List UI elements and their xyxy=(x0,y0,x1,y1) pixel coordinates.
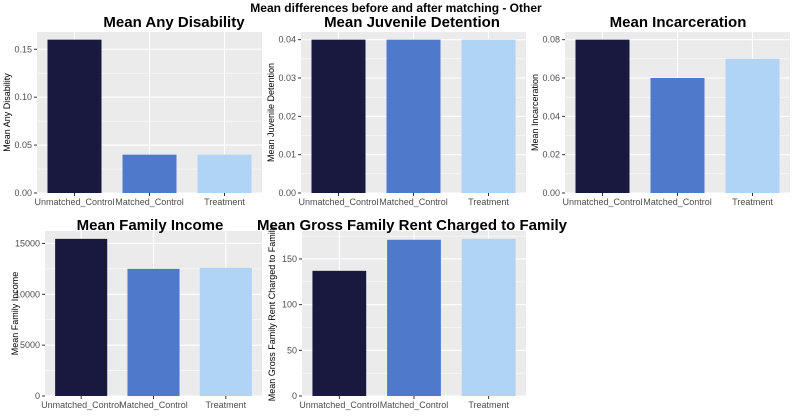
bar-matched-control xyxy=(650,78,705,193)
y-tick-label: 0.00 xyxy=(278,188,296,198)
chart-panel-4: 0 5000 10000 15000 Unmatched_ControlMatched_… xyxy=(10,217,262,410)
x-tick-label: Treatment xyxy=(468,400,509,410)
x-tick-label: Unmatched_Control xyxy=(34,197,114,207)
y-tick-label: 100 xyxy=(282,300,297,310)
x-tick-label: Matched_Control xyxy=(379,197,448,207)
x-tick-label: Unmatched_Control xyxy=(562,197,642,207)
chart-title: Mean Family Income xyxy=(77,217,224,234)
chart-panel-5: 0 50 100 150 Unmatched_Control Matched_Contro… xyxy=(257,217,568,410)
bar-treatment xyxy=(199,267,252,396)
x-tick-label: Unmatched_Control xyxy=(41,400,121,410)
y-tick-label: 0.02 xyxy=(278,111,296,121)
chart-title: Mean Gross Family Rent Charged to Family xyxy=(257,217,568,234)
bar-matched-control xyxy=(127,268,180,396)
bar-unmatched-control xyxy=(312,270,367,396)
bar-unmatched-control xyxy=(311,39,366,193)
y-tick-label: 0.02 xyxy=(542,150,560,160)
y-tick-label: 0 xyxy=(35,391,40,401)
bar-matched-control xyxy=(386,39,441,193)
chart-title: Mean Juvenile Detention xyxy=(324,14,500,31)
bar-treatment xyxy=(461,39,516,193)
y-tick-label: 50 xyxy=(287,345,297,355)
bar-unmatched-control xyxy=(55,238,108,396)
x-tick-label: Treatment xyxy=(205,400,246,410)
y-tick-label: 0.00 xyxy=(14,188,32,198)
x-tick-label: Matched_Control xyxy=(643,197,712,207)
chart-panel-2: 0.00 0.01 0.02 0.03 0.04 Unmatched_Control Mat… xyxy=(266,14,526,207)
bar-unmatched-control xyxy=(575,39,630,193)
bar-treatment xyxy=(725,58,780,194)
y-tick-label: 0.00 xyxy=(542,188,560,198)
x-tick-label: Unmatched_Control xyxy=(298,197,378,207)
y-tick-label: 0.05 xyxy=(14,140,32,150)
y-tick-label: 0 xyxy=(292,391,297,401)
y-tick-label: 0.04 xyxy=(278,35,296,45)
y-axis-label: Mean Juvenile Detention xyxy=(266,63,276,162)
y-axis-label: Mean Gross Family Rent Charged to Family xyxy=(267,225,277,401)
chart-panel-1: 0.00 0.05 0.10 0.15 Unmatched_Control Matched… xyxy=(2,14,262,207)
y-tick-label: 10000 xyxy=(15,289,40,299)
y-axis-label: Mean Family Income xyxy=(10,272,20,356)
y-tick-label: 0.03 xyxy=(278,73,296,83)
y-tick-label: 0.15 xyxy=(14,44,32,54)
y-tick-label: 0.01 xyxy=(278,150,296,160)
y-tick-label: 0.06 xyxy=(542,73,560,83)
y-axis-label: Mean Incarceration xyxy=(530,74,540,151)
x-tick-label: Unmatched_Control xyxy=(299,400,379,410)
y-tick-label: 15000 xyxy=(15,238,40,248)
bar-treatment xyxy=(461,238,516,396)
bar-treatment xyxy=(197,154,252,193)
chart-panel-3: 0.00 0.02 0.04 0.06 0.08 Unmatched_Control Mat… xyxy=(530,14,790,207)
y-axis-label: Mean Any Disability xyxy=(2,73,12,152)
x-tick-label: Treatment xyxy=(732,197,773,207)
bar-unmatched-control xyxy=(47,39,102,193)
chart-title: Mean Any Disability xyxy=(103,14,245,31)
y-tick-label: 5000 xyxy=(20,340,40,350)
figure-title: Mean differences before and after matchi… xyxy=(250,1,542,15)
x-tick-label: Matched_Control xyxy=(380,400,449,410)
y-tick-label: 0.08 xyxy=(542,35,560,45)
chart-title: Mean Incarceration xyxy=(610,14,747,31)
x-tick-label: Treatment xyxy=(204,197,245,207)
y-tick-label: 150 xyxy=(282,254,297,264)
x-tick-label: Treatment xyxy=(468,197,509,207)
bar-matched-control xyxy=(122,154,177,193)
x-tick-label: Matched_Control xyxy=(115,197,184,207)
y-tick-label: 0.04 xyxy=(542,111,560,121)
y-tick-label: 0.10 xyxy=(14,92,32,102)
bar-matched-control xyxy=(387,239,441,396)
x-tick-label: Matched_Control xyxy=(119,400,188,410)
